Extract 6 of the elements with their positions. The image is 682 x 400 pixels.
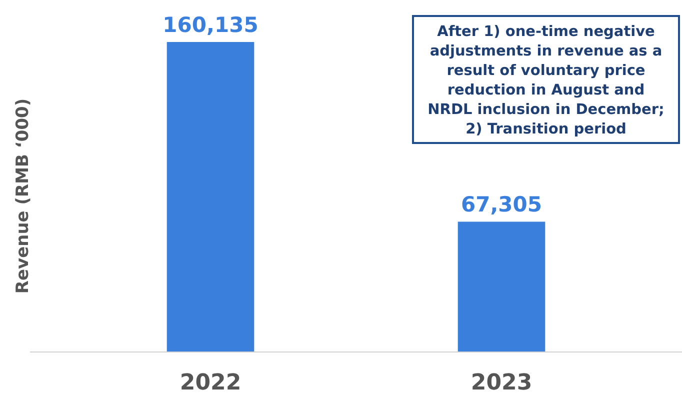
y-axis-title: Revenue (RMB ‘000) [13, 98, 33, 294]
x-tick-label: 2022 [180, 370, 242, 396]
data-label: 67,305 [460, 192, 542, 217]
data-label: 160,135 [162, 13, 258, 37]
annotation: After 1) one-time negative adjustments in revenue as a result of voluntary price reduction in August and NRDL inclusion in December; 2) Transition period [428, 24, 664, 138]
x-tick-label: 2023 [470, 370, 532, 396]
